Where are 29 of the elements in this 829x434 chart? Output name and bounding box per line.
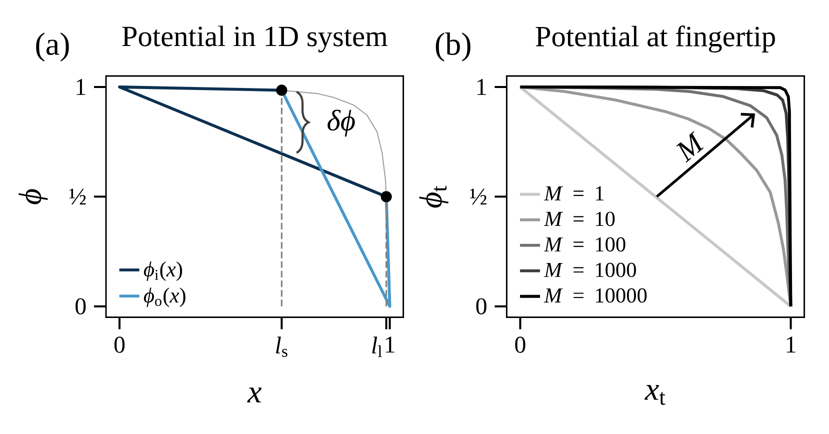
x-tick-label: l$_{s}$ — [276, 336, 288, 357]
chart-title: Potential at fingertip — [536, 26, 775, 53]
legend-label: ϕ$_{i}$(x) — [144, 262, 182, 281]
x-axis-title: x — [247, 388, 262, 402]
y-tick-label: ½ — [69, 188, 86, 205]
legend-label: ϕ$_{o}$(x) — [144, 288, 186, 307]
x-tick-label: 0 — [515, 336, 526, 353]
x-tick-label: 1 — [386, 336, 394, 353]
legend-label: M = 1 — [544, 186, 604, 200]
annotation: δϕ — [328, 110, 355, 137]
y-tick-label: 0 — [476, 298, 486, 314]
y-tick-label: 1 — [477, 79, 486, 95]
legend-label: M = 100 — [544, 237, 626, 252]
x-tick-label: 0 — [114, 336, 125, 353]
text: (a) — [36, 32, 69, 62]
chart-title: Potential in 1D system — [122, 26, 388, 52]
text: (b) — [436, 32, 470, 62]
y-tick-label: ½ — [470, 188, 486, 205]
y-axis-title: ϕ — [18, 189, 48, 204]
legend-label: M = 10000 — [544, 288, 647, 303]
y-tick-label: 1 — [76, 79, 86, 95]
legend-label: M = 1000 — [544, 262, 636, 278]
x-tick-label: 1 — [786, 336, 796, 353]
x-tick-label: l$_{l}$ — [372, 336, 382, 358]
annotation: M — [676, 131, 704, 163]
y-tick-label: 0 — [76, 298, 86, 314]
y-axis-title: ϕ$_{t}$ — [419, 186, 448, 208]
legend-label: M = 10 — [544, 212, 615, 226]
x-axis-title: x$_{t}$ — [644, 385, 666, 405]
